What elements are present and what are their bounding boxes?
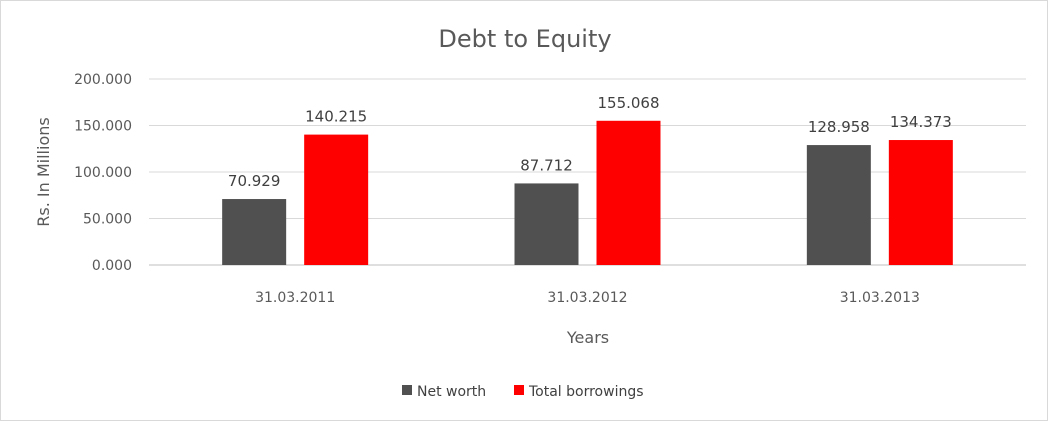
x-axis-ticks: 31.03.2011 31.03.2012 31.03.2013 [255, 290, 920, 306]
legend-swatch [514, 385, 524, 395]
legend: Net worth Total borrowings [402, 384, 644, 400]
x-axis-title: Years [566, 328, 609, 347]
y-tick-label: 0.000 [92, 258, 132, 274]
bar-total-borrowings [596, 120, 661, 265]
bars [222, 120, 953, 265]
bar-net-worth [806, 145, 871, 265]
bar-total-borrowings [304, 134, 369, 265]
legend-label: Net worth [417, 384, 486, 400]
y-tick-label: 50.000 [83, 212, 132, 228]
y-tick-label: 150.000 [74, 119, 132, 135]
data-labels: 70.929 140.215 87.712 155.068 128.958 134.373 [228, 94, 952, 190]
y-axis-title: Rs. In Millions [34, 117, 53, 226]
data-label: 140.215 [305, 108, 367, 126]
legend-swatch [402, 385, 412, 395]
x-tick-label: 31.03.2011 [255, 290, 335, 306]
bar-total-borrowings [888, 140, 953, 265]
data-label: 70.929 [228, 172, 281, 190]
bar-net-worth [514, 183, 579, 265]
data-label: 87.712 [520, 156, 573, 174]
y-tick-label: 100.000 [74, 165, 132, 181]
y-axis-ticks: 0.000 50.000 100.000 150.000 200.000 [74, 72, 132, 274]
data-label: 128.958 [808, 118, 870, 136]
bar-net-worth [222, 199, 287, 265]
gridlines [149, 78, 1026, 266]
data-label: 155.068 [597, 94, 659, 112]
chart-title: Debt to Equity [438, 25, 611, 53]
x-tick-label: 31.03.2013 [840, 290, 920, 306]
legend-label: Total borrowings [528, 384, 644, 400]
y-tick-label: 200.000 [74, 72, 132, 88]
data-label: 134.373 [890, 113, 952, 131]
x-tick-label: 31.03.2012 [547, 290, 627, 306]
